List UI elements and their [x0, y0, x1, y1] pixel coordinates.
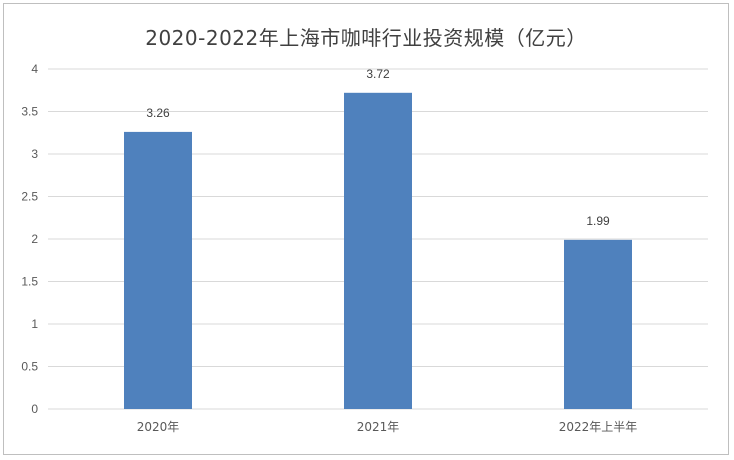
y-tick-label-6: 3 [31, 147, 38, 161]
bar-1 [344, 92, 412, 410]
y-tick-label-1: 0.5 [21, 360, 38, 374]
data-label-2: 1.99 [586, 214, 610, 228]
y-tick-label-8: 4 [31, 62, 38, 76]
y-tick-label-0: 0 [31, 402, 38, 416]
chart-title: 2020-2022年上海市咖啡行业投资规模（亿元） [145, 26, 587, 50]
bar-0 [124, 131, 192, 409]
y-tick-label-4: 2 [31, 232, 38, 246]
y-tick-label-3: 1.5 [21, 275, 38, 289]
category-label-2: 2022年上半年 [559, 420, 638, 434]
bar-2 [564, 239, 632, 409]
data-label-0: 3.26 [146, 106, 170, 120]
y-tick-label-2: 1 [31, 317, 38, 331]
data-label-1: 3.72 [366, 67, 390, 81]
y-tick-label-5: 2.5 [21, 190, 38, 204]
category-label-1: 2021年 [357, 420, 400, 434]
category-label-0: 2020年 [137, 420, 180, 434]
y-tick-label-7: 3.5 [21, 105, 38, 119]
